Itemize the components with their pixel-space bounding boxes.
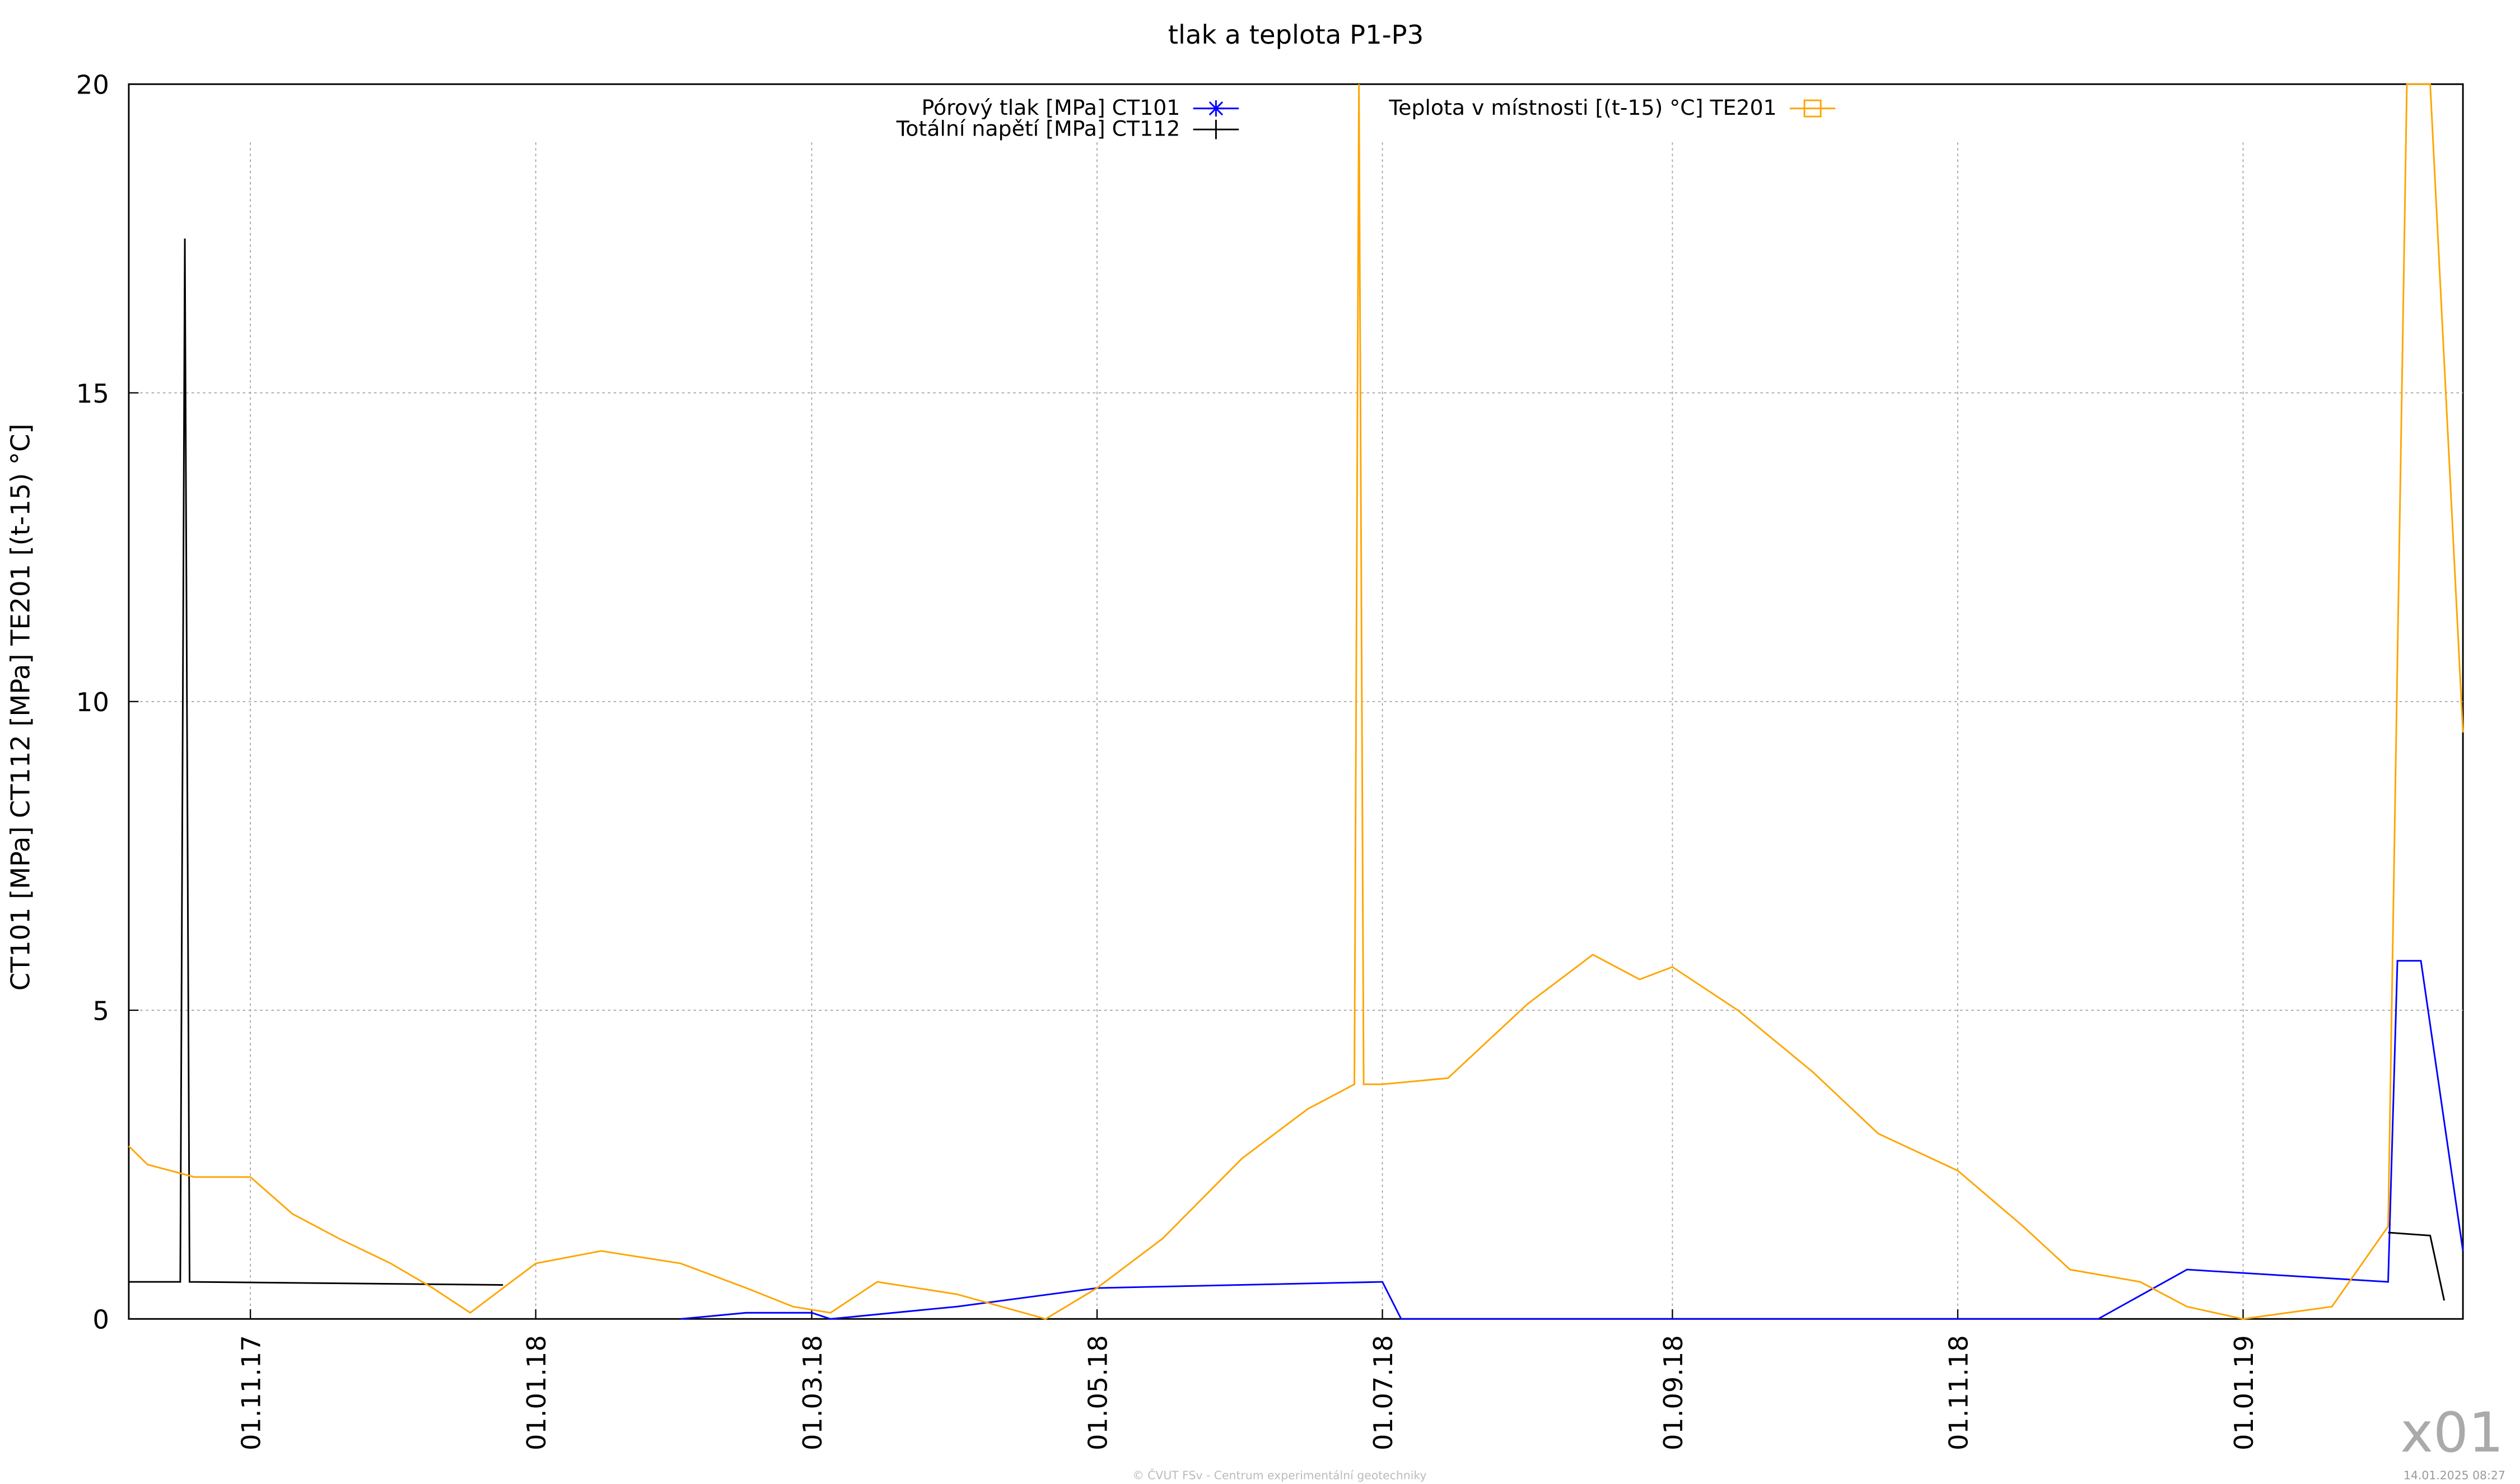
x-tick-label: 01.11.18 (1943, 1335, 1973, 1450)
y-axis-label: CT101 [MPa] CT112 [MPa] TE201 [(t-15) °C… (5, 424, 35, 991)
y-tick-label: 15 (76, 379, 109, 409)
x-tick-label: 01.11.17 (236, 1335, 266, 1450)
chart-title: tlak a teplota P1-P3 (1168, 20, 1424, 50)
y-tick-label: 20 (76, 70, 109, 100)
tag: x01 (2400, 1401, 2504, 1466)
x-tick-label: 01.01.18 (521, 1335, 552, 1450)
x-tick-label: 01.05.18 (1082, 1335, 1113, 1450)
y-tick-label: 5 (92, 996, 109, 1026)
timestamp: 14.01.2025 08:27 (2404, 1468, 2505, 1482)
footer: © ČVUT FSv - Centrum experimentální geot… (1132, 1468, 1426, 1482)
legend-label: Teplota v místnosti [(t-15) °C] TE201 (1388, 95, 1776, 120)
x-tick-label: 01.09.18 (1658, 1335, 1688, 1450)
x-tick-label: 01.07.18 (1368, 1335, 1398, 1450)
legend-marker (1803, 99, 1822, 118)
y-tick-label: 10 (76, 687, 109, 717)
legend-marker (1207, 100, 1224, 117)
series-line (680, 960, 2464, 1320)
x-tick-label: 01.01.19 (2229, 1335, 2259, 1450)
y-tick-label: 0 (92, 1305, 109, 1335)
series-line (128, 238, 2446, 1301)
x-tick-label: 01.03.18 (797, 1335, 828, 1450)
legend-label: Totální napětí [MPa] CT112 (896, 116, 1180, 141)
series-line (128, 83, 2464, 1320)
legend-label: Pórový tlak [MPa] CT101 (922, 95, 1180, 120)
